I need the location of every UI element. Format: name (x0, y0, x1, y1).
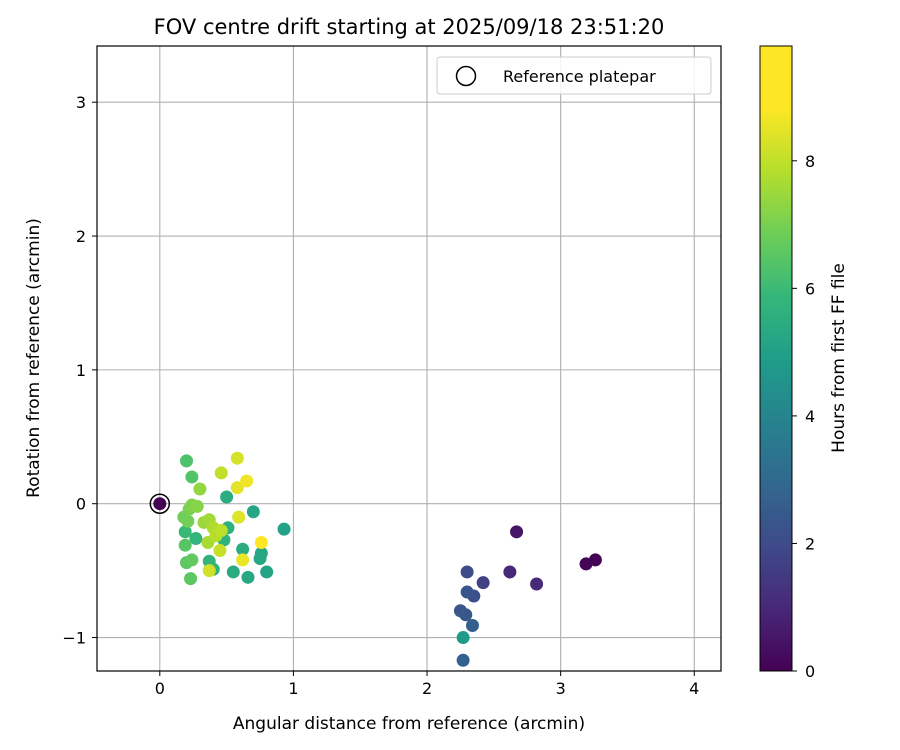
y-tick-label: 2 (76, 227, 86, 246)
data-point (277, 522, 291, 536)
data-point (459, 608, 473, 622)
data-point (153, 497, 167, 511)
data-point (236, 542, 250, 556)
y-tick-label: 0 (76, 495, 86, 514)
data-point (226, 565, 240, 579)
data-point (185, 553, 199, 567)
data-point (181, 514, 195, 528)
legend-entry-label: Reference platepar (503, 67, 656, 86)
y-tick-label: 1 (76, 361, 86, 380)
data-point (254, 536, 268, 550)
legend: Reference platepar (436, 56, 712, 95)
colorbar-tick-label: 0 (805, 662, 815, 681)
data-point (189, 532, 203, 546)
data-point (241, 570, 255, 584)
data-point (178, 525, 192, 539)
data-point (180, 454, 194, 468)
plot-frame (96, 45, 722, 672)
data-point (213, 544, 227, 558)
colorbar-ticks: 0 2 4 6 8 (792, 152, 815, 681)
colorbar-tick-label: 8 (805, 152, 815, 171)
data-point (214, 466, 228, 480)
data-point (178, 538, 192, 552)
legend-reference-marker (455, 65, 477, 87)
data-point (202, 554, 216, 568)
x-tick-label: 3 (556, 679, 566, 698)
data-point (193, 482, 207, 496)
data-points (149, 451, 602, 667)
data-point (465, 618, 479, 632)
y-axis-label: Rotation from reference (arcmin) (24, 218, 44, 498)
data-point (190, 499, 204, 513)
data-point (214, 523, 228, 537)
data-point (185, 470, 199, 484)
y-axis-ticks: −1 0 1 2 3 (62, 93, 97, 648)
data-point (202, 564, 216, 578)
data-point (236, 553, 250, 567)
data-point (460, 565, 474, 579)
colorbar-label: Hours from first FF file (829, 263, 849, 453)
data-point (230, 481, 244, 495)
reference-platepar-marker (149, 493, 171, 514)
x-tick-label: 4 (689, 679, 699, 698)
data-point (579, 557, 593, 571)
colorbar-tick-label: 2 (805, 534, 815, 553)
x-tick-label: 0 (155, 679, 165, 698)
x-tick-label: 2 (422, 679, 432, 698)
data-point (253, 552, 267, 566)
data-point (510, 525, 524, 539)
y-tick-label: −1 (62, 629, 86, 648)
data-point (184, 572, 198, 586)
data-point (220, 490, 234, 504)
data-point (456, 631, 470, 645)
x-tick-label: 1 (288, 679, 298, 698)
colorbar (759, 45, 793, 672)
chart-title: FOV centre drift starting at 2025/09/18 … (154, 15, 665, 39)
data-point (530, 577, 544, 591)
legend-box (436, 56, 712, 95)
y-tick-label: 3 (76, 93, 86, 112)
x-axis-label: Angular distance from reference (arcmin) (233, 714, 585, 734)
data-point (232, 510, 246, 524)
data-point (230, 451, 244, 465)
colorbar-tick-label: 4 (805, 407, 815, 426)
data-point (476, 576, 490, 590)
data-point (503, 565, 517, 579)
x-axis-ticks: 0 1 2 3 4 (155, 671, 699, 698)
data-point (240, 474, 254, 488)
data-point (456, 653, 470, 667)
data-point (246, 505, 260, 519)
data-point (460, 585, 474, 599)
colorbar-tick-label: 6 (805, 279, 815, 298)
data-point (260, 565, 274, 579)
